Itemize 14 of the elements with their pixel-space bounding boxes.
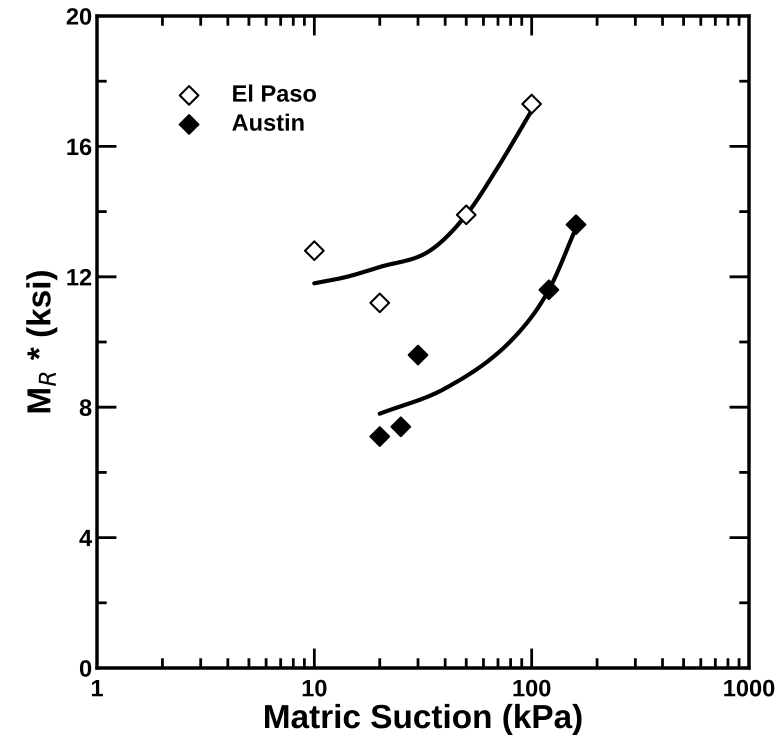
y-tick-label: 4 bbox=[79, 530, 92, 546]
x-tick-label: 100 bbox=[513, 680, 550, 696]
legend-label: Austin bbox=[232, 114, 304, 131]
x-tick-label: 10 bbox=[302, 680, 326, 696]
x-axis-title: Matric Suction (kPa) bbox=[265, 704, 582, 735]
y-tick-label: 12 bbox=[67, 268, 92, 286]
x-tick-label: 1 bbox=[92, 680, 103, 696]
y-tick-label: 0 bbox=[80, 660, 92, 677]
y-tick-label: 8 bbox=[80, 399, 92, 416]
legend-label: El Paso bbox=[233, 84, 316, 102]
y-tick-label: 20 bbox=[66, 8, 92, 25]
y-tick-label: 16 bbox=[67, 138, 92, 156]
x-tick-label: 1000 bbox=[724, 680, 774, 696]
y-axis-title: M$_{R}$ * (ksi) bbox=[26, 271, 58, 412]
